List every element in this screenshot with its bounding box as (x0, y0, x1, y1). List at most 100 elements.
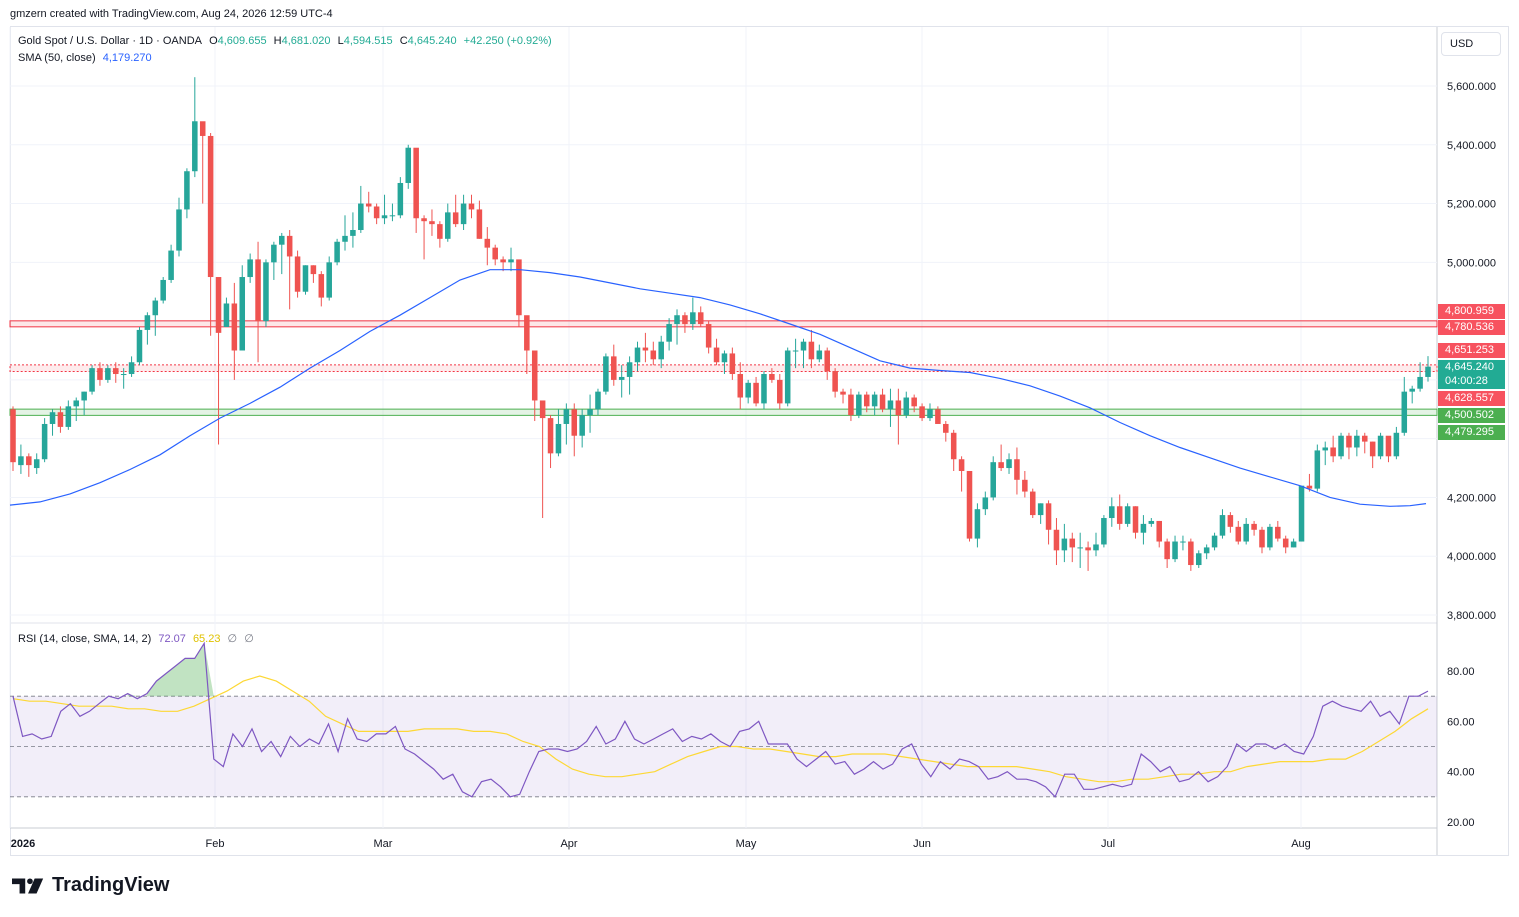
time-tick-label: Aug (1291, 838, 1311, 850)
candle-body (824, 350, 830, 372)
candle-body (1077, 547, 1083, 549)
candle-body (524, 315, 530, 351)
time-tick-label: Apr (560, 838, 577, 850)
rsi-tick-label: 40.00 (1447, 767, 1475, 779)
candle-body (342, 235, 348, 242)
candle-body (1053, 529, 1060, 551)
candle-body (697, 312, 704, 325)
candle-body (1085, 547, 1091, 551)
candle-body (199, 121, 206, 136)
candle-body (421, 218, 427, 222)
candle-body (721, 353, 728, 363)
candle-body (1109, 506, 1115, 519)
candle-body (982, 497, 989, 510)
candle-body (729, 353, 736, 375)
candle-body (1322, 447, 1329, 451)
candle-body (1203, 547, 1210, 554)
candle-body (927, 409, 933, 419)
candle-body (1417, 376, 1423, 389)
candle-body (437, 224, 443, 239)
candle-body (800, 341, 807, 351)
candle-body (784, 350, 791, 404)
candle-body (1282, 538, 1289, 548)
candle-body (1401, 391, 1408, 433)
candle-body (761, 374, 767, 404)
sma-legend[interactable]: SMA (50, close) 4,179.270 (18, 52, 156, 64)
price-tag: 4,628.557 (1438, 391, 1505, 406)
candle-body (49, 412, 56, 424)
candle-body (1022, 479, 1028, 492)
candle-body (1354, 435, 1360, 448)
candle-body (871, 394, 878, 407)
time-tick-label: Jul (1101, 838, 1115, 850)
support-zone (9, 408, 1438, 416)
candle-body (10, 409, 16, 463)
currency-button[interactable]: USD (1441, 32, 1501, 56)
candle-body (682, 315, 688, 325)
price-tag: 4,780.536 (1438, 320, 1505, 335)
candle-body (1037, 503, 1044, 516)
candle-body (1314, 450, 1321, 489)
ohlc-open: O4,609.655 (209, 35, 267, 47)
candle-body (792, 350, 799, 352)
candle-body (271, 244, 277, 263)
candle-body (753, 382, 759, 404)
candle-body (120, 374, 127, 376)
candle-body (1346, 435, 1352, 448)
candle-body (326, 262, 332, 298)
time-tick-label: 2026 (11, 838, 35, 850)
candle-body (1219, 515, 1226, 536)
tradingview-logo[interactable]: TradingView (12, 874, 169, 897)
pivot-zone (9, 364, 1438, 372)
candle-body (318, 274, 325, 298)
time-tick-label: May (736, 838, 757, 850)
candle-body (990, 462, 996, 498)
candle-body (1259, 529, 1265, 548)
candle-body (128, 362, 135, 375)
price-tag: 4,479.295 (1438, 425, 1505, 440)
candle-body (966, 470, 973, 539)
candle-body (397, 182, 404, 216)
rsi-legend[interactable]: RSI (14, close, SMA, 14, 2) 72.07 65.23 … (18, 632, 258, 645)
candle-body (1338, 435, 1344, 457)
ohlc-high: H4,681.020 (273, 35, 331, 47)
ohlc-low: L4,594.515 (337, 35, 393, 47)
rsi-sma-value: 65.23 (192, 633, 221, 645)
candle-body (1425, 366, 1431, 377)
candle-body (895, 400, 902, 416)
candle-body (626, 362, 633, 377)
candle-body (215, 277, 222, 333)
candle-body (365, 203, 372, 207)
candle-body (1093, 544, 1099, 551)
candle-body (373, 206, 380, 219)
candle-body (547, 418, 554, 454)
candle-body (595, 391, 601, 410)
candle-body (381, 215, 388, 219)
candle-body (1377, 435, 1384, 457)
sma-label: SMA (50, close) (18, 52, 96, 64)
candle-body (1164, 541, 1170, 560)
candle-body (413, 147, 419, 219)
candle-body (350, 230, 356, 236)
candle-body (231, 303, 238, 351)
time-tick-label: Mar (374, 838, 393, 850)
price-tick-label: 5,600.000 (1447, 81, 1496, 93)
candle-body (429, 221, 435, 225)
price-tick-label: 5,200.000 (1447, 199, 1496, 211)
candle-body (531, 350, 538, 401)
candle-body (634, 347, 641, 363)
candle-body (239, 277, 246, 351)
candle-body (468, 203, 475, 210)
candle-body (1235, 526, 1242, 542)
candle-body (808, 341, 815, 360)
candle-body (848, 394, 854, 416)
candle-body (492, 247, 498, 260)
candle-body (358, 203, 364, 231)
candle-body (1140, 523, 1147, 533)
candle-body (57, 412, 64, 427)
sma-value: 4,179.270 (102, 52, 152, 64)
candle-body (263, 262, 269, 322)
symbol-title[interactable]: Gold Spot / U.S. Dollar · 1D · OANDA (18, 35, 202, 47)
candle-body (184, 171, 190, 210)
